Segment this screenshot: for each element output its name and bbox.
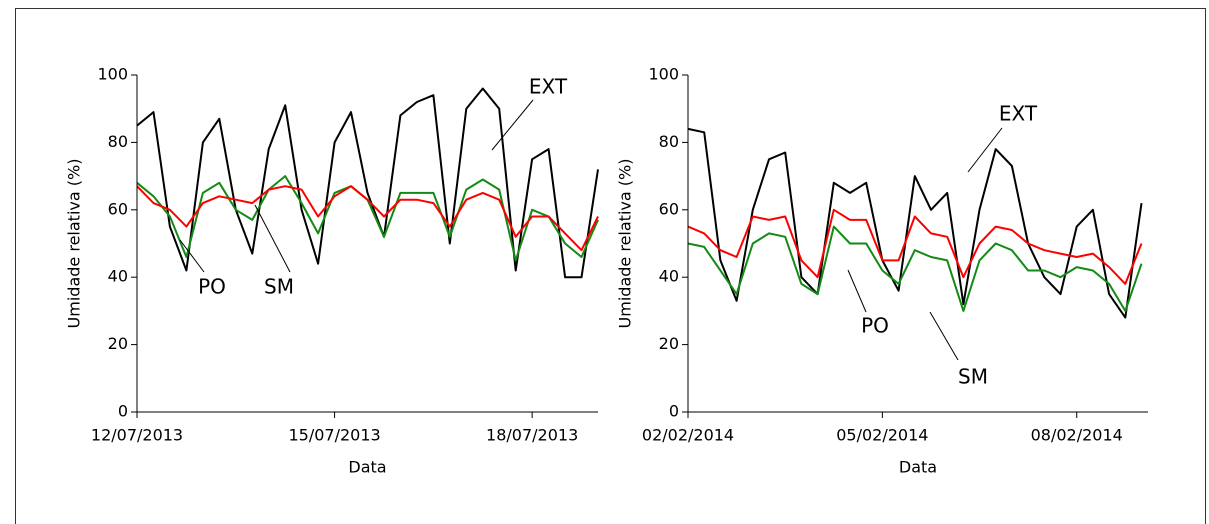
annotation-leader — [847, 269, 867, 313]
y-tick-label: 100 — [97, 65, 128, 84]
annotation-leader — [254, 204, 291, 273]
annotation-leader — [491, 99, 534, 151]
x-tick-label: 15/07/2013 — [288, 426, 380, 445]
y-tick-label: 0 — [669, 402, 679, 421]
annotation-leader — [929, 311, 959, 361]
y-tick-label: 60 — [659, 199, 679, 218]
x-axis-label: Data — [899, 458, 937, 477]
x-tick-label: 05/02/2014 — [836, 426, 928, 445]
frame — [15, 8, 1206, 524]
y-tick-label: 20 — [659, 334, 679, 353]
x-tick-label: 08/02/2014 — [1031, 426, 1123, 445]
x-tick-label: 02/02/2014 — [642, 426, 734, 445]
series-line — [687, 225, 1143, 312]
series-label: PO — [861, 314, 889, 338]
x-tick-label: 18/07/2013 — [486, 426, 578, 445]
series-label: PO — [198, 275, 226, 299]
annotation-leader — [179, 239, 205, 273]
series-label: SM — [958, 365, 988, 389]
y-tick-label: 20 — [108, 334, 128, 353]
y-tick-label: 80 — [108, 132, 128, 151]
y-tick-label: 60 — [108, 199, 128, 218]
y-tick-label: 40 — [659, 267, 679, 286]
y-tick-label: 40 — [108, 267, 128, 286]
series-line — [687, 208, 1143, 285]
series-line — [687, 127, 1143, 319]
y-axis-label: Umidade relativa (%) — [65, 159, 84, 329]
series-label: EXT — [999, 102, 1038, 126]
annotation-leader — [967, 127, 1003, 173]
series-label: EXT — [529, 75, 568, 99]
series-line — [136, 185, 599, 252]
series-line — [136, 87, 599, 279]
y-axis-label: Umidade relativa (%) — [616, 159, 635, 329]
y-tick-label: 100 — [648, 65, 679, 84]
series-label: SM — [264, 275, 294, 299]
y-tick-label: 0 — [118, 402, 128, 421]
y-tick-label: 80 — [659, 132, 679, 151]
x-axis-label: Data — [348, 458, 386, 477]
x-tick-label: 12/07/2013 — [91, 426, 183, 445]
